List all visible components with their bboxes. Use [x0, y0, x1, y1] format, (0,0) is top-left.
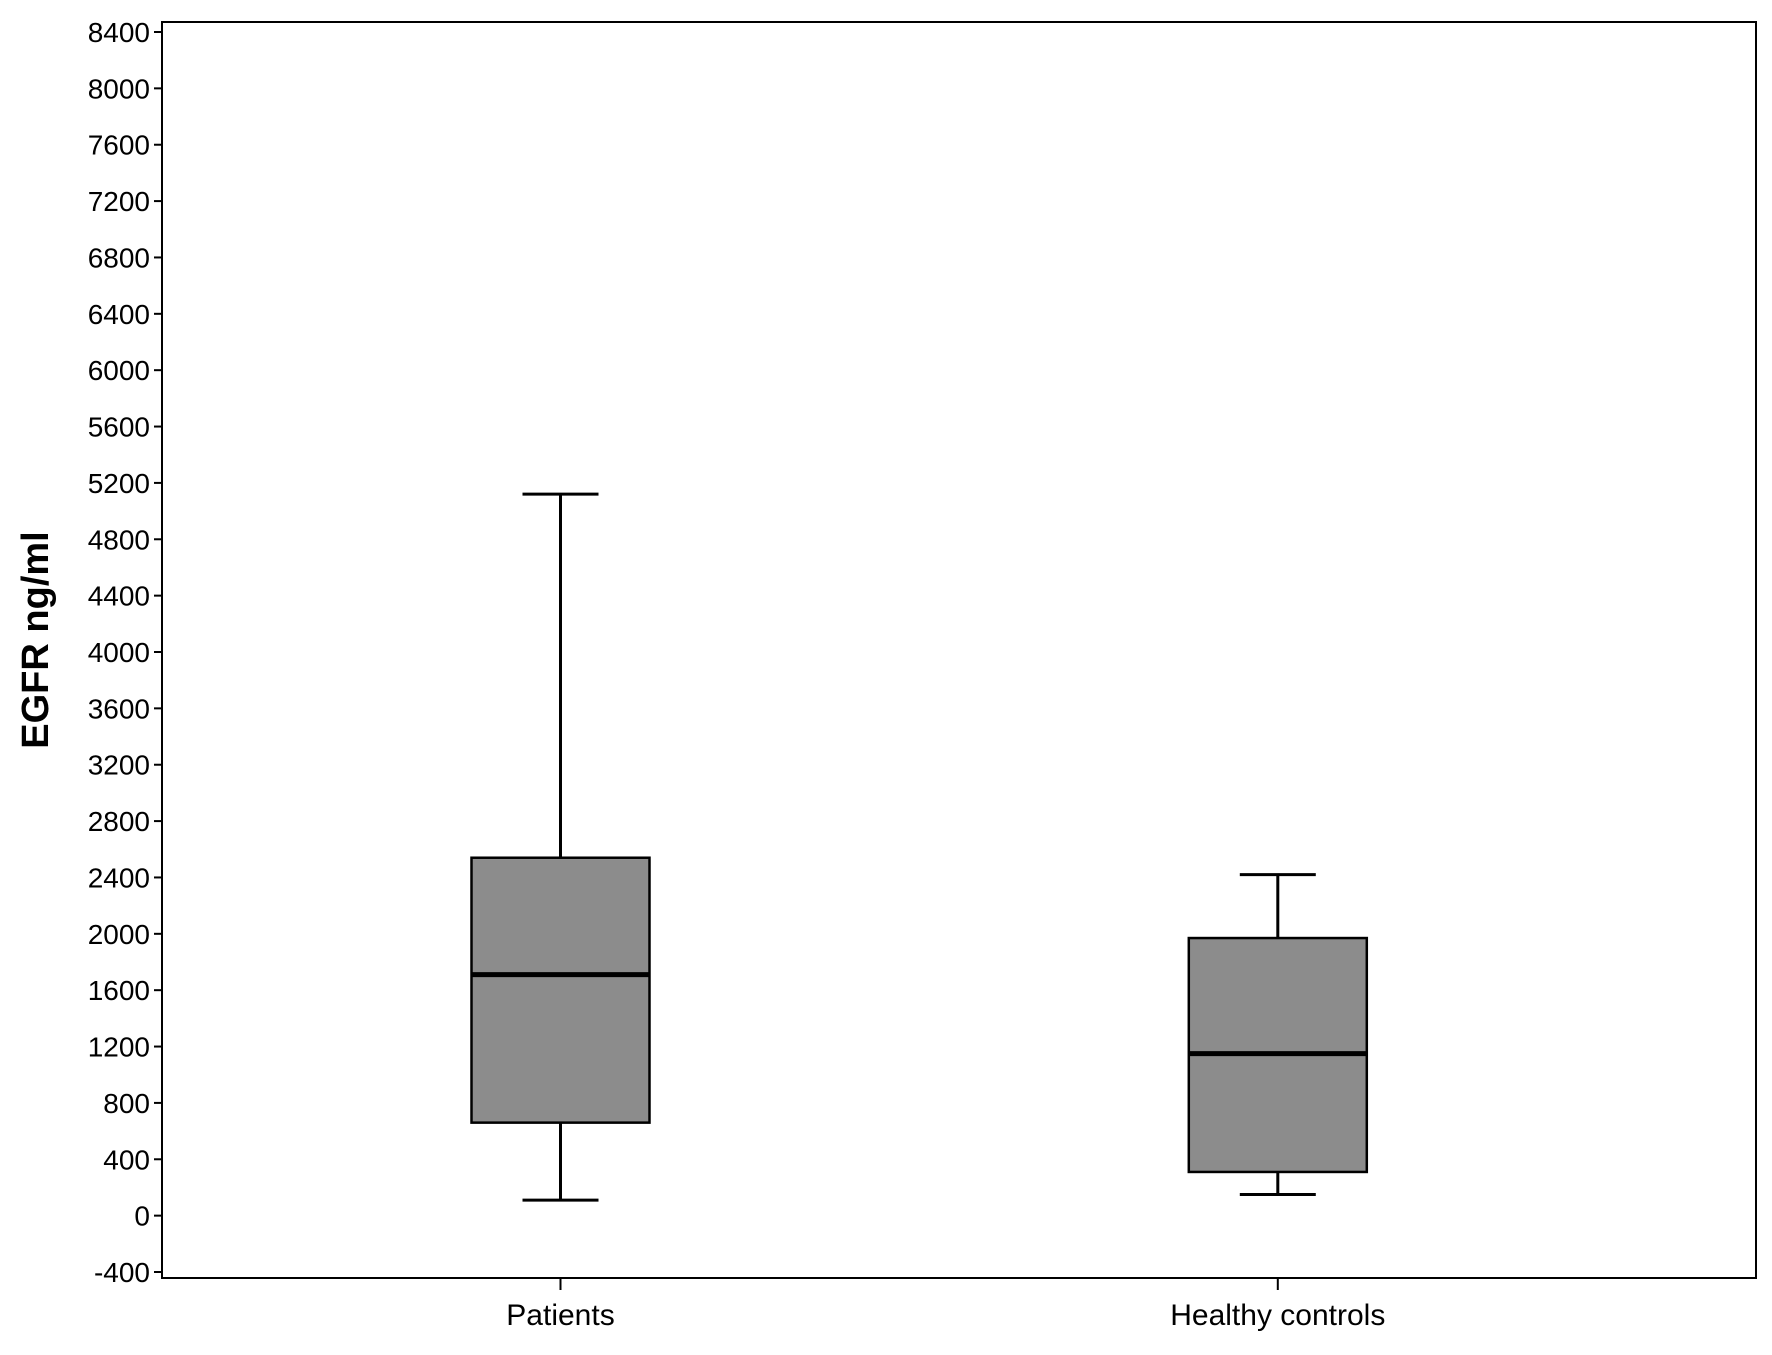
y-axis-ticks: -400 0 400 800 1200 1600 2000 2400 2800 3200 3600 4… [88, 17, 162, 1288]
y-tick-label: 4400 [88, 581, 150, 612]
y-tick-label: 8400 [88, 17, 150, 48]
y-tick-label: -400 [94, 1257, 150, 1288]
x-axis-ticks: Patients Healthy controls [506, 1278, 1385, 1332]
boxes-group [470, 492, 1369, 1202]
y-tick-label: 6800 [88, 242, 150, 273]
y-tick-label: 6400 [88, 299, 150, 330]
y-tick-label: 8000 [88, 73, 150, 104]
y-tick-label: 3200 [88, 750, 150, 781]
y-tick-label: 6000 [88, 355, 150, 386]
y-tick-label: 400 [103, 1144, 150, 1175]
plot-frame [161, 21, 1757, 1279]
y-tick-label: 1200 [88, 1032, 150, 1063]
x-category-label: Patients [506, 1299, 614, 1332]
y-tick-label: 7600 [88, 130, 150, 161]
y-tick-label: 2000 [88, 919, 150, 950]
y-tick-label: 0 [134, 1201, 150, 1232]
y-tick-label: 3600 [88, 693, 150, 724]
y-tick-label: 2800 [88, 806, 150, 837]
y-tick-label: 7200 [88, 186, 150, 217]
y-tick-label: 5200 [88, 468, 150, 499]
box-2 [1187, 873, 1369, 1196]
y-tick-label: 5600 [88, 412, 150, 443]
y-tick-label: 1600 [88, 975, 150, 1006]
y-tick-label: 4000 [88, 637, 150, 668]
x-category-label: Healthy controls [1170, 1299, 1385, 1332]
y-axis-title: EGFR ng/ml [15, 531, 57, 748]
box-1 [470, 492, 651, 1202]
y-tick-label: 800 [103, 1088, 150, 1119]
y-tick-label: 4800 [88, 524, 150, 555]
iqr-box [470, 856, 651, 1124]
y-tick-label: 2400 [88, 862, 150, 893]
